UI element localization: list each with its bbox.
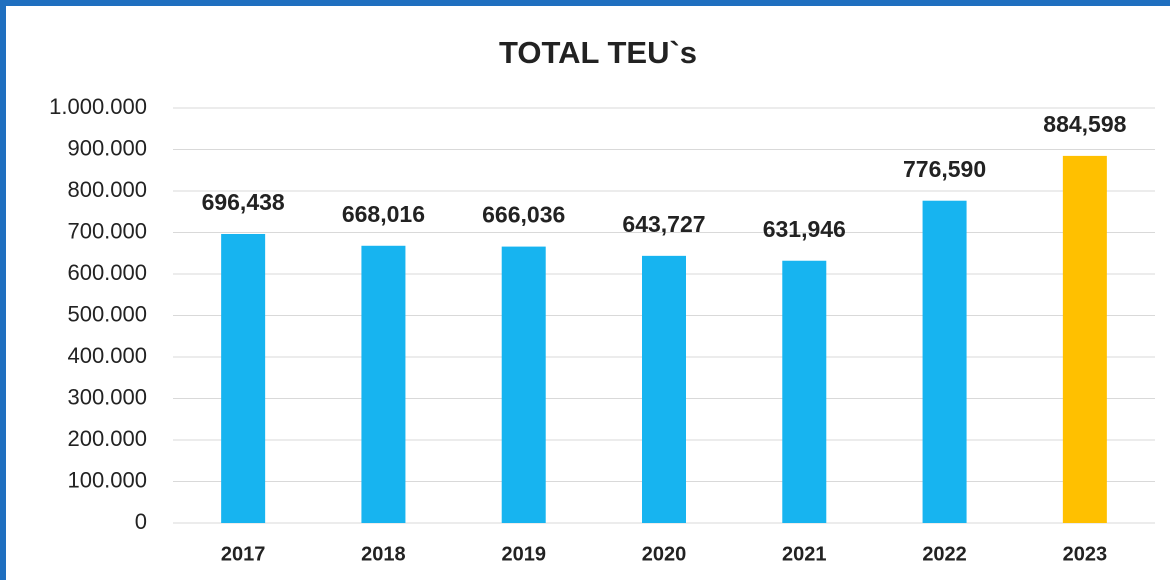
- y-tick-label: 100.000: [67, 467, 147, 492]
- bar: [922, 200, 967, 523]
- y-tick-label: 800.000: [67, 177, 147, 202]
- data-label: 631,946: [763, 216, 846, 242]
- data-label: 666,036: [482, 202, 565, 228]
- x-tick-label: 2019: [501, 543, 546, 565]
- bar: [782, 260, 827, 523]
- bar: [361, 245, 406, 523]
- bar: [1062, 155, 1107, 523]
- x-tick-label: 2017: [221, 543, 266, 565]
- x-tick-label: 2020: [642, 543, 687, 565]
- y-tick-label: 300.000: [67, 384, 147, 409]
- data-label: 643,727: [622, 211, 705, 237]
- data-label: 884,598: [1043, 111, 1126, 137]
- bar: [642, 255, 686, 523]
- x-tick-label: 2022: [922, 543, 967, 565]
- y-tick-label: 900.000: [67, 135, 147, 160]
- y-tick-label: 1.000.000: [49, 94, 147, 119]
- bar: [501, 246, 546, 523]
- y-tick-label: 200.000: [67, 426, 147, 451]
- x-tick-label: 2023: [1063, 543, 1108, 565]
- y-tick-label: 0: [135, 509, 147, 534]
- data-label: 776,590: [903, 156, 986, 182]
- x-tick-label: 2021: [782, 543, 827, 565]
- y-tick-label: 700.000: [67, 218, 147, 243]
- bar: [221, 233, 266, 524]
- data-label: 696,438: [202, 189, 285, 215]
- y-tick-label: 400.000: [67, 343, 147, 368]
- x-tick-label: 2018: [361, 543, 406, 565]
- y-tick-label: 600.000: [67, 260, 147, 285]
- chart-title: TOTAL TEU`s: [499, 35, 697, 70]
- y-tick-label: 500.000: [67, 301, 147, 326]
- data-label: 668,016: [342, 201, 425, 227]
